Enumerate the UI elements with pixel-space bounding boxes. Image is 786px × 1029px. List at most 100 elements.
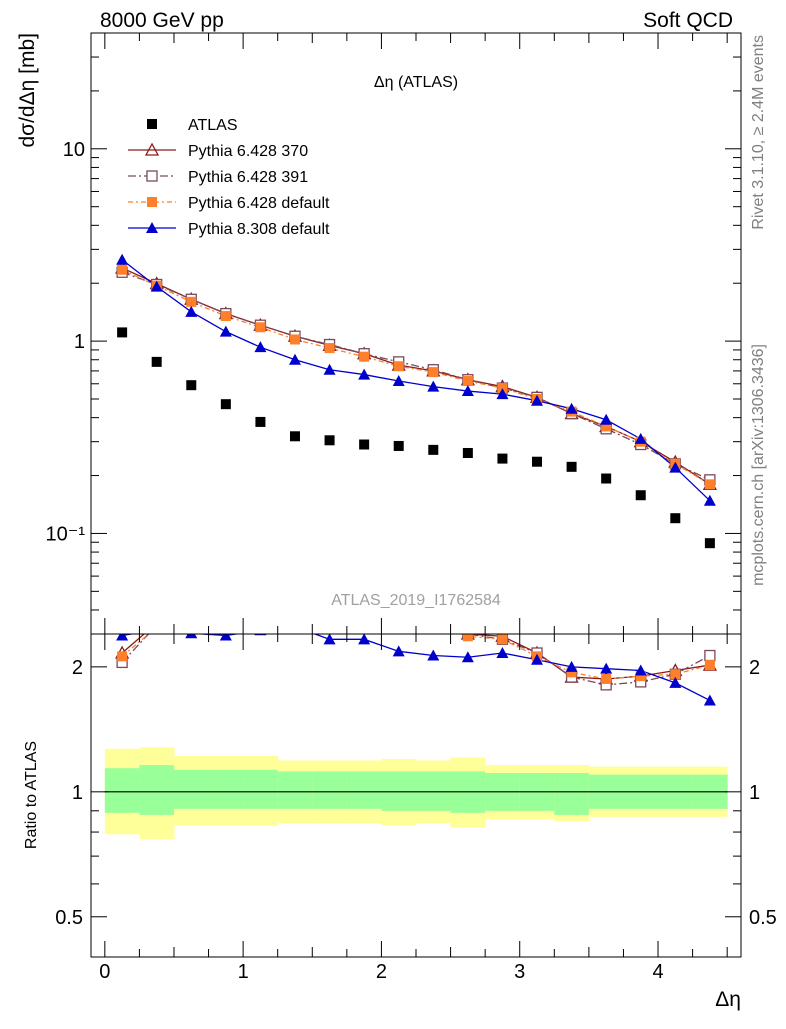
ratio-point-pythia-6-428-391 [428,614,438,624]
x-tick-label: 1 [238,961,249,983]
ratio-point-pythia-6-428-default [152,622,162,632]
ratio-point-pythia-6-428-370 [324,581,336,592]
ratio-point-pythia-6-428-default [186,607,196,617]
point-pythia-8-308-default [531,394,544,406]
ratio-point-pythia-6-428-370 [427,616,439,627]
ratio-axes: 0.5 0.5 1 1 2 2 0 1 2 3 4 [55,633,777,983]
point-pythia-6-428-default [289,334,300,345]
point-pythia-6-428-default [117,264,128,275]
legend-label-atlas: ATLAS [188,117,238,134]
ratio-point-pythia-8-308-default [185,634,198,639]
ratio-y-tick-label: 2 [72,657,83,679]
point-pythia-6-428-default [601,421,612,432]
point-pythia-6-428-default [186,296,197,307]
point-pythia-8-308-default [358,368,371,380]
ratio-point-pythia-6-428-default [290,578,300,588]
ratio-point-pythia-6-428-391 [152,620,162,630]
point-pythia-6-428-default [428,367,439,378]
ratio-point-pythia-8-308-default [634,664,647,676]
point-pythia-8-308-default [634,432,647,444]
ratio-y-tick-label: 0.5 [55,907,83,929]
ratio-point-pythia-8-308-default [289,621,301,632]
legend-label-pythia-6-428-370: Pythia 6.428 370 [188,143,308,160]
point-atlas [462,447,473,458]
ratio-point-pythia-6-428-391 [255,578,265,588]
ratio-point-pythia-6-428-default [221,597,231,607]
inner-band [104,768,140,813]
point-pythia-6-428-default [255,322,266,333]
main-plot-title: Δη (ATLAS) [374,74,458,91]
inner-band [381,771,417,811]
point-pythia-8-308-default [150,280,163,292]
point-atlas [393,440,404,451]
point-pythia-8-308-default [323,363,336,375]
x-tick-label: 3 [514,961,525,983]
x-tick-label: 4 [652,961,663,983]
inner-band [243,769,279,809]
point-pythia-8-308-default [600,413,613,425]
ratio-point-pythia-8-308-default [323,634,336,645]
ratio-bands [104,747,728,839]
ratio-point-pythia-6-428-391 [290,571,300,581]
y-tick-label: 10 [63,139,85,161]
point-pythia-8-308-default [461,385,474,397]
point-atlas [220,399,231,410]
ratio-point-pythia-6-428-391 [325,580,335,590]
x-axis-label: Δη [715,988,741,1011]
inner-band [312,771,348,809]
point-pythia-8-308-default [565,402,578,414]
point-atlas [670,513,681,524]
ratio-point-pythia-8-308-default [219,634,232,641]
ratio-point-pythia-8-308-default [358,634,371,645]
ratio-point-pythia-6-428-370 [254,577,266,588]
point-pythia-8-308-default [116,253,129,265]
legend-marker-pythia-6-428-370 [144,142,160,156]
legend-marker-pythia-8-308-default [146,222,158,233]
point-pythia-6-428-default [220,311,231,322]
ratio-point-pythia-6-428-370 [220,590,232,601]
ratio-y-tick-label: 1 [72,782,83,804]
point-atlas [324,435,335,446]
analysis-label: ATLAS_2019_I1762584 [331,592,501,609]
point-atlas [117,327,128,338]
ratio-point-pythia-6-428-391 [704,649,716,662]
ratio-plot-area: 0.5 0.5 1 1 2 2 0 1 2 3 4 Ratio to ATLAS Δη [23,570,777,1011]
point-pythia-6-428-default [393,361,404,372]
point-pythia-6-428-default [324,343,335,354]
inner-band [554,773,590,815]
ratio-point-pythia-8-308-default [150,634,163,635]
ratio-point-pythia-6-428-default [255,583,265,593]
ratio-point-pythia-6-428-default [428,619,438,629]
point-pythia-8-308-default [703,494,716,506]
ratio-y-axis-label: Ratio to ATLAS [23,741,40,849]
main-data-layer [115,253,717,549]
point-atlas [601,473,612,484]
series-line-pythia-6-428-370 [121,267,711,485]
point-atlas [151,356,162,367]
point-pythia-6-428-default [704,479,715,490]
ratio-point-pythia-8-308-default [427,649,440,661]
point-atlas [428,444,439,455]
ratio-point-pythia-6-428-default [601,673,612,684]
side-text-top: Rivet 3.1.10, ≥ 2.4M events [750,35,767,230]
ratio-point-pythia-6-428-391 [221,591,231,601]
point-pythia-6-428-default [359,351,370,362]
ratio-point-pythia-6-428-370 [151,617,163,628]
legend-label-pythia-8-308-default: Pythia 8.308 default [188,221,330,238]
ratio-point-pythia-8-308-default [392,645,405,657]
ratio-point-pythia-6-428-370 [185,600,197,611]
ratio-point-pythia-6-428-370 [289,570,301,581]
point-pythia-8-308-default [496,388,509,400]
x-tick-label: 2 [376,961,387,983]
ratio-point-pythia-6-428-default [635,671,646,682]
main-plot-area: 10⁻¹ 1 10 Δη (ATLAS) ATLAS_2019_I1762584 d… [16,32,742,635]
legend-marker-pythia-6-428-default [147,197,157,207]
series-line-pythia-6-428-391 [121,271,711,481]
ratio-point-pythia-8-308-default [461,651,474,663]
ratio-point-pythia-8-308-default [703,694,716,706]
ratio-point-pythia-8-308-default [669,676,682,688]
series-line-pythia-8-308-default [121,259,711,502]
main-y-axis-label: dσ/dΔη [mb] [16,33,39,148]
x-tick-label: 0 [99,961,110,983]
